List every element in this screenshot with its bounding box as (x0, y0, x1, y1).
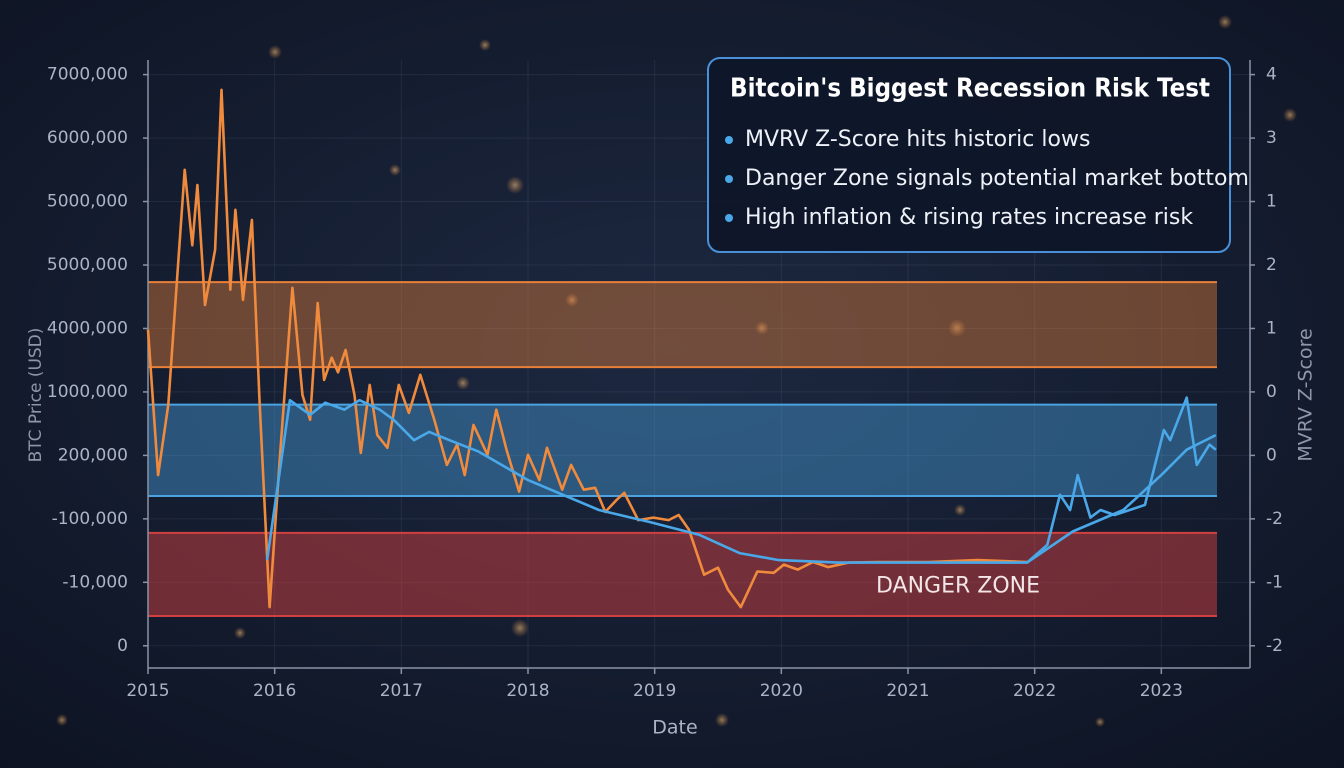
y2-tick-label: 1 (1266, 192, 1277, 212)
y2-tick-label: -2 (1266, 636, 1283, 656)
y-tick-label: 4000,000 (47, 318, 128, 338)
note: Danger Zone signals potential market bot… (745, 166, 1249, 191)
y2-tick-label: 1 (1266, 318, 1277, 338)
y-tick-label: 1000,000 (47, 382, 128, 402)
y2-tick-label: 0 (1266, 445, 1277, 465)
y-tick-label: -100,000 (52, 509, 128, 529)
x-axis-label: Date (652, 717, 697, 739)
y-tick-label: 7000,000 (47, 65, 128, 85)
zone-band (148, 532, 1217, 616)
bullet (725, 136, 733, 144)
y2-axis-label: MVRV Z-Score (1295, 328, 1317, 461)
chart-title: Bitcoin's Biggest Recession Risk Test (730, 74, 1210, 104)
y-tick-label: -10,000 (62, 572, 128, 592)
info-box: Bitcoin's Biggest Recession Risk Test MVR… (707, 57, 1249, 253)
x-tick-label: 2021 (886, 681, 929, 701)
series-line (146, 88, 1028, 609)
series-line (265, 396, 1217, 564)
y-tick-label: 200,000 (58, 445, 128, 465)
y2-tick-label: -1 (1266, 572, 1283, 592)
y-tick-label: 6000,000 (47, 128, 128, 148)
y2-tick-label: 2 (1266, 255, 1277, 275)
x-tick-label: 2022 (1013, 681, 1056, 701)
x-tick-label: 2019 (633, 681, 676, 701)
info-box-frame (707, 57, 1231, 253)
x-tick-label: 2017 (380, 681, 423, 701)
y-tick-label: 5000,000 (47, 192, 128, 212)
y-tick-label: 5000,000 (47, 255, 128, 275)
bullet (725, 175, 733, 183)
x-tick-label: 2018 (506, 681, 549, 701)
note: MVRV Z-Score hits historic lows (745, 127, 1090, 152)
y2-tick-label: -2 (1266, 509, 1283, 529)
y2-tick-label: 3 (1266, 128, 1277, 148)
zone-band (148, 282, 1217, 368)
x-tick-label: 2015 (126, 681, 169, 701)
x-tick-label: 2020 (760, 681, 803, 701)
x-tick-label: 2023 (1140, 681, 1183, 701)
y-tick-label: 0 (117, 636, 128, 656)
note: High inflation & rising rates increase r… (745, 205, 1193, 230)
zone-label: DANGER ZONE (876, 573, 1040, 598)
series-line (1026, 433, 1217, 564)
y2-tick-label: 0 (1266, 382, 1277, 402)
y-axis-label: BTC Price (USD) (26, 328, 46, 463)
bokeh (56, 15, 1297, 727)
zone-band (148, 404, 1217, 497)
bullet (725, 214, 733, 222)
y2-tick-label: 4 (1266, 65, 1277, 85)
x-tick-label: 2016 (253, 681, 296, 701)
